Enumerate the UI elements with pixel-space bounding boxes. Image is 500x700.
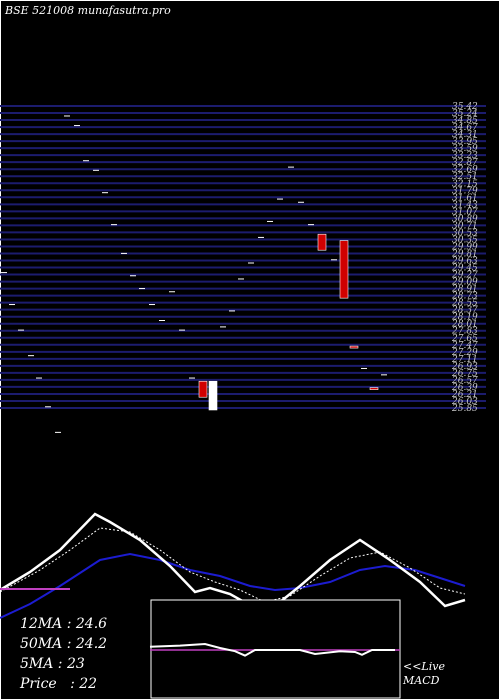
price-level-label: 27.65 bbox=[451, 334, 478, 344]
price-grid bbox=[0, 105, 486, 409]
ma50-stat: 50MA : 24.2 bbox=[20, 636, 108, 652]
price-level-label: 28.37 bbox=[451, 306, 478, 316]
price-level-label: 26.93 bbox=[451, 362, 478, 372]
fast-ma-line bbox=[0, 512, 466, 610]
price-level-label: 31.79 bbox=[452, 186, 478, 196]
price-level-label: 26.39 bbox=[451, 383, 478, 393]
price-level-label: 29.63 bbox=[451, 257, 478, 267]
price-level-label: 28.73 bbox=[451, 292, 478, 302]
price-level-label: 26.21 bbox=[451, 390, 478, 400]
price-level-label: 32.69 bbox=[452, 165, 478, 175]
price-level-label: 27.47 bbox=[451, 341, 478, 351]
slow-ma-line bbox=[0, 552, 466, 619]
price-level-label: 30.89 bbox=[452, 214, 478, 224]
price-level-label: 33.23 bbox=[452, 151, 478, 161]
candle-bear bbox=[317, 233, 327, 251]
price-level-label: 27.83 bbox=[451, 327, 478, 337]
live-macd-marker: <<Live bbox=[403, 660, 445, 673]
price-level-label: 35.24 bbox=[452, 109, 478, 119]
price-level-label: 29.45 bbox=[451, 264, 478, 274]
price-level-label: 27.29 bbox=[451, 348, 478, 358]
macd-line bbox=[149, 642, 395, 657]
close-price-dashes bbox=[1, 115, 387, 433]
price-level-label: 28.01 bbox=[451, 320, 478, 330]
candle-bear bbox=[369, 387, 379, 390]
price-level-label: 33.59 bbox=[452, 144, 478, 154]
price-level-label: 25.85 bbox=[451, 404, 478, 414]
mid-ma-line bbox=[0, 527, 466, 603]
price-level-label: 26.75 bbox=[451, 369, 478, 379]
price-level-label: 28.55 bbox=[451, 299, 478, 309]
price-level-label: 32.51 bbox=[452, 172, 478, 182]
price-level-label: 31.07 bbox=[452, 207, 478, 217]
price-level-label: 29.99 bbox=[451, 242, 478, 252]
price-level-label: 32.87 bbox=[452, 158, 478, 168]
price-level-label: 29.27 bbox=[451, 271, 478, 281]
macd-label: MACD bbox=[403, 674, 440, 687]
price-level-label: 34.67 bbox=[452, 123, 478, 133]
price-level-label: 26.03 bbox=[451, 397, 478, 407]
price-level-label: 26.57 bbox=[451, 376, 478, 386]
price-level-label: 34.85 bbox=[452, 116, 478, 126]
price-level-label: 30.35 bbox=[452, 235, 478, 245]
price-level-label: 33.95 bbox=[452, 137, 478, 147]
candle-bear bbox=[339, 240, 349, 299]
price-level-label: 29.81 bbox=[451, 249, 478, 259]
price-level-label: 27.11 bbox=[451, 355, 478, 365]
macd-panel bbox=[149, 642, 400, 657]
price-level-label: 31.43 bbox=[452, 200, 478, 210]
price-level-labels: 35.4235.2434.8534.6734.3133.9533.5933.23… bbox=[451, 102, 478, 414]
chart-title: BSE 521008 munafasutra.pro bbox=[5, 4, 171, 17]
candle-bear bbox=[349, 345, 359, 349]
candle-bear bbox=[198, 380, 208, 398]
candle-bull bbox=[208, 380, 218, 411]
price-level-label: 30.71 bbox=[452, 221, 478, 231]
ma12-stat: 12MA : 24.6 bbox=[20, 616, 108, 632]
price-level-label: 34.31 bbox=[452, 130, 478, 140]
price-level-label: 32.15 bbox=[452, 179, 478, 189]
price-level-label: 28.91 bbox=[451, 285, 478, 295]
ma5-stat: 5MA : 23 bbox=[20, 656, 85, 672]
moving-average-panel bbox=[0, 512, 466, 619]
price-level-label: 31.61 bbox=[452, 193, 478, 203]
price-level-label: 28.19 bbox=[451, 313, 478, 323]
candles bbox=[198, 233, 379, 411]
price-level-label: 35.42 bbox=[452, 102, 478, 112]
price-stat: Price : 22 bbox=[20, 676, 98, 692]
price-level-label: 29.09 bbox=[451, 278, 478, 288]
price-level-label: 30.53 bbox=[452, 228, 478, 238]
